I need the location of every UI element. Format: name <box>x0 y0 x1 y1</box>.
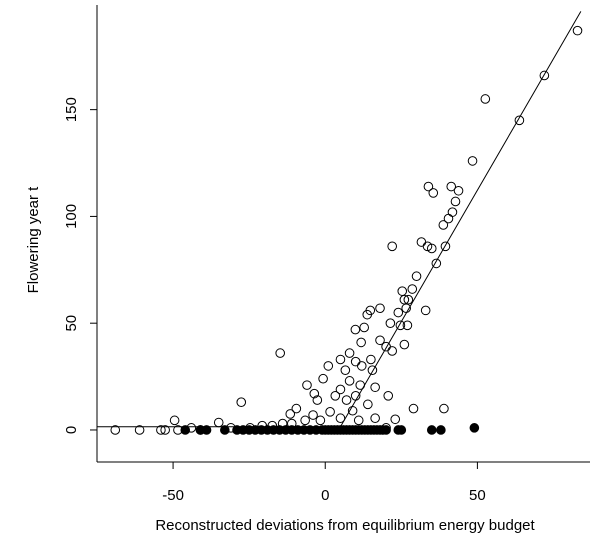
point <box>467 156 478 166</box>
point <box>302 380 312 390</box>
point <box>423 181 434 192</box>
point <box>180 425 191 435</box>
point <box>411 271 422 282</box>
point <box>341 395 352 405</box>
point <box>134 425 145 435</box>
point <box>480 94 491 104</box>
point <box>356 361 367 371</box>
x-tick-label: 50 <box>469 487 486 504</box>
point <box>160 425 170 435</box>
point <box>438 220 449 230</box>
point <box>350 324 361 335</box>
point <box>363 399 373 410</box>
point <box>381 341 391 352</box>
point <box>110 425 121 435</box>
point <box>443 213 454 224</box>
point <box>572 25 583 36</box>
point <box>539 70 550 81</box>
point <box>375 335 385 346</box>
point <box>426 425 437 435</box>
point <box>440 241 451 252</box>
y-tick-label: 0 <box>63 426 80 434</box>
point <box>325 407 335 417</box>
point <box>370 413 380 424</box>
point <box>393 307 404 318</box>
point <box>335 413 346 424</box>
point <box>318 373 328 384</box>
x-tick-label: 0 <box>321 487 329 504</box>
point <box>453 185 464 196</box>
point <box>344 348 355 358</box>
point <box>416 237 427 247</box>
point <box>335 384 346 395</box>
point <box>402 320 413 331</box>
y-tick-label: 50 <box>63 315 80 332</box>
point <box>236 397 247 408</box>
point <box>312 395 323 405</box>
point <box>169 415 180 426</box>
point <box>213 417 224 428</box>
point <box>300 415 310 426</box>
point <box>156 425 166 435</box>
point <box>340 365 351 375</box>
point <box>439 403 449 414</box>
y-axis-label: Flowering year t <box>25 186 42 294</box>
point <box>309 388 320 399</box>
x-tick-label: -50 <box>162 487 184 504</box>
fit-line <box>97 11 582 428</box>
y-tick-label: 150 <box>63 97 80 122</box>
point <box>375 303 385 314</box>
point <box>426 243 437 254</box>
point <box>436 425 446 435</box>
point <box>220 425 230 435</box>
point <box>390 414 401 425</box>
point <box>407 284 418 294</box>
point <box>315 415 326 426</box>
point <box>396 425 407 435</box>
point <box>395 320 406 331</box>
point <box>469 423 480 433</box>
point <box>359 322 369 333</box>
point <box>420 305 431 316</box>
point <box>308 410 318 420</box>
point <box>201 425 212 435</box>
point <box>397 286 408 296</box>
point <box>367 365 378 375</box>
point <box>399 339 410 350</box>
point <box>350 356 361 367</box>
point <box>366 354 376 365</box>
point <box>383 390 394 401</box>
y-tick-label: 100 <box>63 204 80 229</box>
point <box>381 425 391 435</box>
point <box>385 318 396 328</box>
point <box>370 382 380 393</box>
point <box>291 403 302 414</box>
point <box>514 115 525 126</box>
point <box>362 309 373 320</box>
point <box>387 241 397 252</box>
point <box>408 403 419 414</box>
point <box>323 361 334 371</box>
point <box>335 354 346 365</box>
point <box>387 346 397 356</box>
point <box>356 337 366 348</box>
point <box>275 348 286 358</box>
point <box>344 376 355 386</box>
point <box>428 188 439 198</box>
point <box>285 409 296 419</box>
point <box>431 258 442 269</box>
point <box>450 196 461 207</box>
point <box>330 390 341 401</box>
point <box>446 181 457 192</box>
x-axis-label: Reconstructed deviations from equilibriu… <box>155 517 535 534</box>
point <box>447 207 458 217</box>
point <box>353 415 364 426</box>
